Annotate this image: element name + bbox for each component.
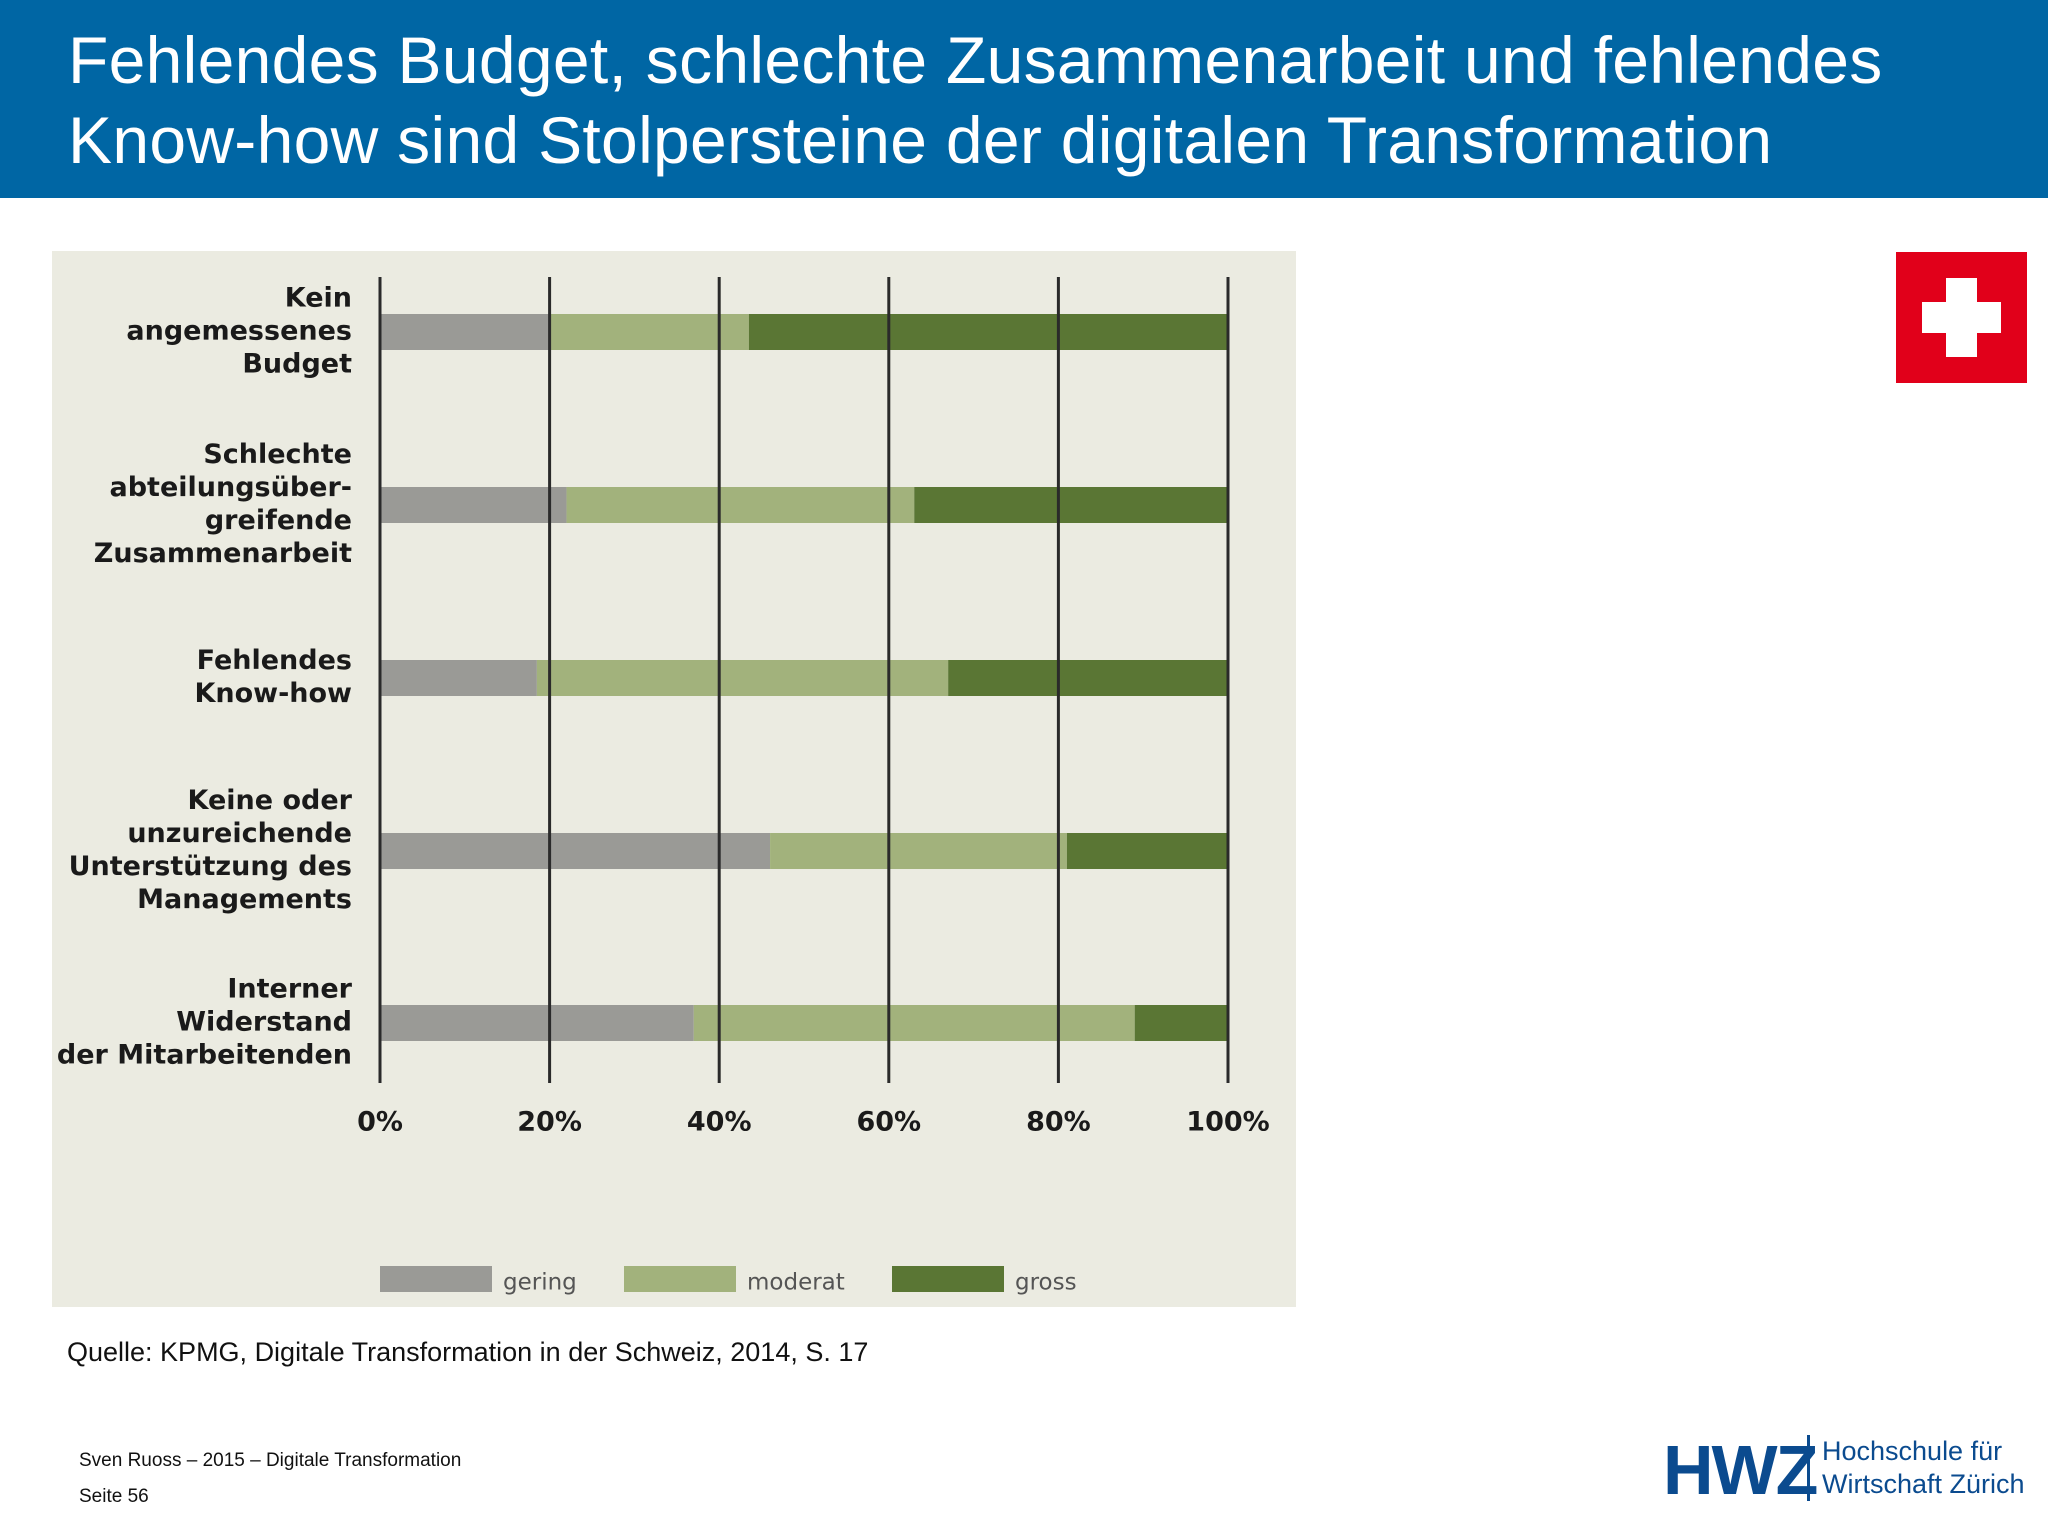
bar-gross-4 — [1134, 1005, 1228, 1041]
category-label-2-line-0: Fehlendes — [197, 645, 352, 676]
category-label-1-line-1: abteilungsüber- — [110, 472, 353, 503]
bar-moderat-2 — [536, 660, 949, 696]
category-label-3-line-2: Unterstützung des — [69, 851, 352, 882]
bar-gering-2 — [380, 660, 537, 696]
category-label-1-line-3: Zusammenarbeit — [94, 538, 352, 569]
bar-gering-1 — [380, 487, 567, 523]
bar-gering-0 — [380, 314, 550, 350]
category-label-4-line-0: Interner — [227, 974, 352, 1005]
category-label-0-line-0: Kein — [285, 283, 352, 314]
bar-gering-3 — [380, 833, 771, 869]
logo-name-line2: Wirtschaft Zürich — [1822, 1469, 2025, 1499]
category-label-3-line-3: Managements — [137, 884, 352, 915]
logo-divider — [1807, 1435, 1810, 1501]
source-citation: Quelle: KPMG, Digitale Transformation in… — [67, 1337, 869, 1367]
bar-gross-1 — [914, 487, 1228, 523]
legend-label-moderat: moderat — [747, 1270, 845, 1296]
x-tick-label-4: 80% — [1026, 1107, 1091, 1138]
flag-cross-vertical — [1946, 278, 1977, 357]
legend-swatch-gross — [892, 1266, 1004, 1292]
bar-gering-4 — [380, 1005, 694, 1041]
bar-moderat-4 — [693, 1005, 1135, 1041]
bar-gross-3 — [1066, 833, 1228, 869]
x-tick-label-2: 40% — [687, 1107, 752, 1138]
chart-panel: Kein angemessenes Budget Schlechte abteilung… — [52, 251, 1296, 1307]
x-tick-label-5: 100% — [1186, 1107, 1269, 1138]
legend-swatch-moderat — [624, 1266, 736, 1292]
slide-title-line2: Know-how sind Stolpersteine der digitale… — [68, 103, 1773, 177]
bar-gross-2 — [948, 660, 1228, 696]
slide-header: Fehlendes Budget, schlechte Zusammenarbe… — [0, 0, 2048, 198]
bar-moderat-1 — [566, 487, 915, 523]
logo-mark: HWZ — [1663, 1431, 1818, 1509]
category-label-4-line-1: Widerstand — [176, 1007, 352, 1038]
footer-author: Sven Ruoss – 2015 – Digitale Transformat… — [79, 1450, 462, 1471]
category-label-0-line-1: angemessenes — [126, 316, 352, 347]
legend-swatch-gering — [380, 1266, 492, 1292]
category-label-4-line-2: der Mitarbeitenden — [57, 1040, 352, 1071]
logo-name-line1: Hochschule für — [1822, 1436, 2003, 1466]
x-tick-label-1: 20% — [517, 1107, 582, 1138]
category-label-1-line-2: greifende — [205, 505, 352, 536]
category-label-3-line-1: unzureichende — [127, 818, 352, 849]
x-tick-label-0: 0% — [357, 1107, 403, 1138]
bar-moderat-0 — [549, 314, 749, 350]
bar-gross-0 — [748, 314, 1228, 350]
x-tick-label-3: 60% — [856, 1107, 921, 1138]
slide-title: Fehlendes Budget, schlechte Zusammenarbe… — [68, 20, 2028, 180]
footer-page-number: Seite 56 — [79, 1486, 149, 1507]
bar-moderat-3 — [770, 833, 1067, 869]
legend-label-gering: gering — [503, 1270, 577, 1296]
swiss-flag-icon — [1896, 252, 2027, 383]
legend-label-gross: gross — [1015, 1270, 1077, 1296]
category-label-0-line-2: Budget — [242, 349, 352, 380]
slide-title-line1: Fehlendes Budget, schlechte Zusammenarbe… — [68, 23, 1883, 97]
category-label-3-line-0: Keine oder — [188, 785, 353, 816]
category-label-1-line-0: Schlechte — [203, 439, 352, 470]
hwz-logo: HWZ Hochschule für Wirtschaft Zürich — [1660, 1432, 2025, 1508]
category-label-2-line-1: Know-how — [194, 678, 352, 709]
